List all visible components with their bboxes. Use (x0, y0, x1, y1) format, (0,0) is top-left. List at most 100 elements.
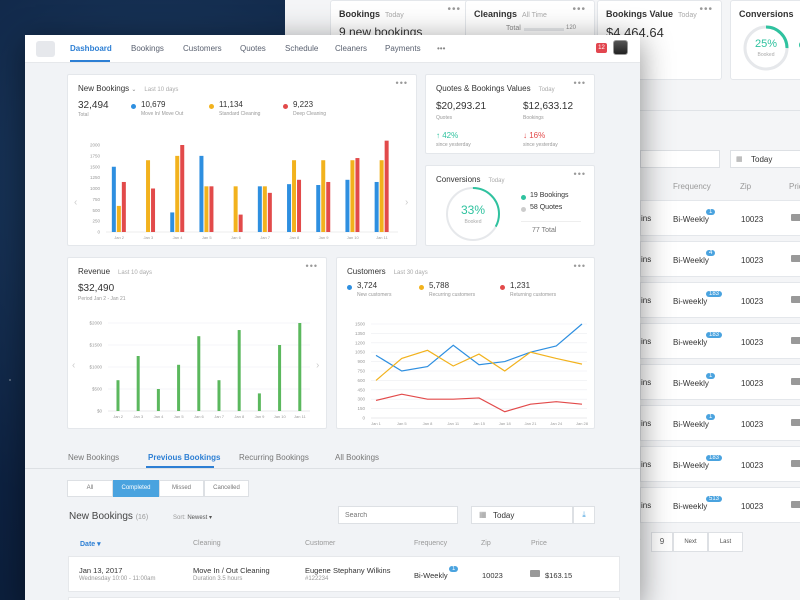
header-date[interactable]: Date ▾ (80, 540, 101, 548)
row-name: ins (641, 378, 652, 387)
more-icon[interactable]: ••• (699, 4, 713, 15)
bar (197, 336, 201, 411)
date-field[interactable]: ▦ Today (471, 506, 573, 524)
chevron-down-icon[interactable]: ⌄ (131, 87, 137, 93)
tab-all-bookings[interactable]: All Bookings (335, 453, 380, 462)
nav-quotes[interactable]: Quotes (240, 44, 266, 53)
y-tick-label: 750 (92, 197, 100, 202)
conversions-caption: Booked (757, 52, 775, 58)
bar (384, 140, 389, 232)
revenue-card: Revenue Last 10 days ••• $32,490 Period J… (67, 257, 327, 429)
nav-payments[interactable]: Payments (385, 44, 421, 53)
sort-dropdown[interactable]: Newest ▾ (187, 515, 212, 521)
x-tick-label: Jan 18 (499, 421, 512, 426)
date-field[interactable]: ▦ Today (730, 150, 800, 168)
page-9[interactable]: 9 (651, 532, 673, 552)
download-icon[interactable]: ⤓ (573, 506, 595, 524)
row-frequency: Bi-Weekly (673, 379, 709, 388)
last-button[interactable]: Last (708, 532, 743, 552)
header-customer[interactable]: Customer (305, 540, 336, 547)
revenue-chart: $0 $500 $1000 $1500 $2000 Jan 2 Jan 3 Jan 4 Jan … (72, 321, 319, 420)
filter-all[interactable]: All (67, 480, 113, 497)
row-duration: Duration 3.5 hours (193, 576, 243, 582)
tab-new-bookings[interactable]: New Bookings (68, 453, 120, 462)
header-zip[interactable]: Zip (481, 540, 491, 547)
card-title: New Bookings (78, 84, 130, 93)
header-price[interactable]: Pric (789, 182, 800, 191)
row-frequency: Bi-weekly (673, 297, 708, 306)
next-button[interactable]: Next (673, 532, 708, 552)
header-frequency[interactable]: Frequency (673, 182, 711, 191)
caret-down-icon: ▾ (209, 515, 213, 521)
y-tick-label: 600 (357, 378, 365, 383)
notification-badge[interactable]: 12 (596, 43, 607, 53)
header-date-label: Date (80, 541, 96, 548)
tab-recurring-bookings[interactable]: Recurring Bookings (239, 453, 309, 462)
filter-missed[interactable]: Missed (159, 480, 204, 497)
row-name: ins (641, 337, 652, 346)
y-tick-label: 1250 (90, 175, 101, 180)
conversions-ring (446, 187, 500, 241)
header-price[interactable]: Price (531, 540, 547, 547)
more-icon[interactable]: ••• (573, 169, 586, 179)
tab-previous-bookings[interactable]: Previous Bookings (148, 453, 221, 462)
header-zip[interactable]: Zip (740, 182, 752, 191)
table-row[interactable]: Jan 13, 2017 Wednesday 10:00 - 11:00am M… (68, 556, 620, 592)
table-row[interactable]: ins Bi-Weekly 1 10023 (640, 405, 800, 441)
cash-icon (791, 255, 800, 262)
filter-completed[interactable]: Completed (113, 480, 159, 497)
search-input[interactable] (338, 506, 458, 524)
bar (257, 186, 262, 232)
x-tick-label: Jan 10 (274, 414, 287, 419)
row-name: ins (641, 296, 652, 305)
conversions-caption: Booked (464, 219, 482, 225)
row-zip: 10023 (741, 338, 764, 347)
header-frequency[interactable]: Frequency (414, 540, 448, 547)
quotes-change: 42% (442, 131, 459, 140)
card-title: Conversions (739, 9, 794, 19)
table-row[interactable]: ins Bi-weekly 513 10023 (640, 487, 800, 523)
x-tick-label: Jan 9 (255, 414, 266, 419)
y-tick-label: $1500 (89, 343, 102, 348)
more-icon[interactable]: ••• (573, 78, 586, 88)
total-value: 32,494 (78, 100, 109, 111)
table-row[interactable]: ins Bi-Weekly 183 10023 (640, 446, 800, 482)
search-field[interactable] (640, 150, 720, 168)
quotes-count: 58 Quotes (530, 204, 563, 211)
nav-bookings[interactable]: Bookings (131, 44, 164, 53)
bar (278, 345, 282, 411)
card-sub: Today (488, 178, 505, 184)
table-row[interactable]: ins Bi-weekly 183 10023 (640, 282, 800, 318)
nav-dashboard[interactable]: Dashboard (70, 44, 112, 53)
cash-icon (791, 214, 800, 221)
x-tick-label: Jan 5 (174, 414, 185, 419)
table-row[interactable]: ins Bi-Weekly 4 10023 (640, 241, 800, 277)
nav-cleaners[interactable]: Cleaners (335, 44, 368, 53)
filter-cancelled[interactable]: Cancelled (204, 480, 249, 497)
stat-value: 9,223 (293, 100, 314, 109)
row-customer[interactable]: Eugene Stephany Wilkins (305, 566, 391, 575)
more-icon[interactable]: ••• (447, 4, 461, 15)
more-icon[interactable]: ••• (395, 78, 408, 88)
nav-more[interactable]: ••• (437, 44, 446, 53)
revenue-period: Period Jan 2 - Jan 21 (78, 296, 126, 302)
stat-value: 11,134 (219, 100, 243, 109)
y-tick-label: 150 (357, 406, 365, 411)
stat-label: Returning customers (510, 292, 557, 298)
bar (345, 179, 350, 232)
bar (262, 186, 267, 232)
nav-customers[interactable]: Customers (183, 44, 222, 53)
more-icon[interactable]: ••• (572, 4, 586, 15)
y-tick-label: 750 (357, 369, 365, 374)
more-icon[interactable]: ••• (573, 261, 586, 271)
more-icon[interactable]: ••• (305, 261, 318, 271)
table-row[interactable]: ins Bi-weekly 183 10023 (640, 323, 800, 359)
sort-value: Newest (187, 515, 208, 521)
table-row[interactable]: ins Bi-Weekly 1 10023 (640, 364, 800, 400)
nav-schedule[interactable]: Schedule (285, 44, 319, 53)
avatar[interactable] (613, 40, 628, 55)
table-row[interactable]: ins Bi-Weekly 1 10023 (640, 200, 800, 236)
header-cleaning[interactable]: Cleaning (193, 540, 221, 547)
logo[interactable] (36, 41, 55, 57)
table-row[interactable] (68, 597, 620, 600)
